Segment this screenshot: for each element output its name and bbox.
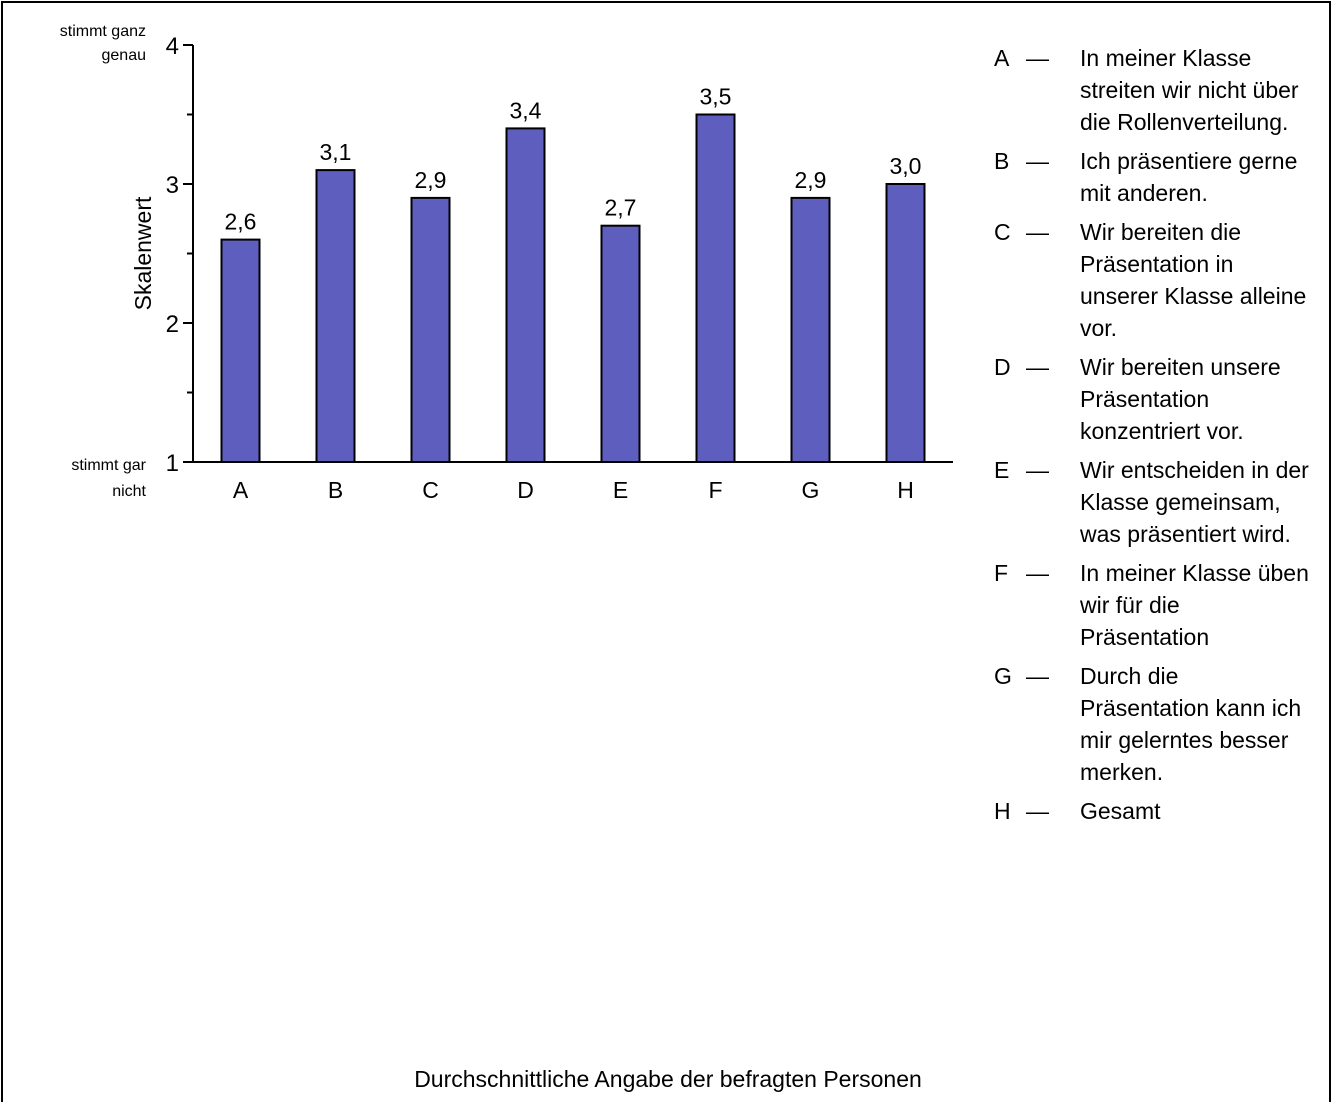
x-tick-label-E: E	[613, 477, 628, 503]
legend-text: Wir bereiten die Präsentation in unserer…	[1080, 219, 1307, 341]
labels: 1 2 3 4 Skalenwert stimmt ganz genau stimmt gar…	[60, 23, 922, 503]
bars	[220, 113, 926, 463]
data-label-C: 2,9	[415, 167, 447, 193]
bar-F	[695, 113, 736, 463]
bar-H	[885, 183, 926, 463]
legend-separator: —	[1026, 354, 1049, 380]
data-label-H: 3,0	[890, 153, 922, 179]
bar-chart: 1 2 3 4 Skalenwert stimmt ganz genau stimmt gar…	[60, 23, 953, 503]
legend-text: Durch die Präsentation kann ich mir gele…	[1080, 663, 1302, 785]
y-top-anchor-label: stimmt ganz genau	[60, 23, 146, 64]
y-tick-label: 3	[166, 172, 179, 199]
x-tick-label-G: G	[802, 477, 820, 503]
data-label-E: 2,7	[605, 195, 637, 221]
legend: A — In meiner Klasse streiten wir nicht üb…	[994, 42, 1324, 834]
data-label-D: 3,4	[510, 97, 542, 123]
legend-text: In meiner Klasse streiten wir nicht über…	[1080, 45, 1299, 135]
legend-text: Wir bereiten unsere Präsentation konzent…	[1080, 354, 1281, 444]
x-tick-label-B: B	[328, 477, 343, 503]
data-label-F: 3,5	[700, 84, 732, 110]
legend-item: E — Wir entscheiden in der Klasse gemeinsa…	[994, 454, 1324, 550]
bar-C	[410, 196, 451, 463]
x-tick-label-H: H	[897, 477, 914, 503]
axes	[183, 44, 953, 463]
legend-item: B — Ich präsentiere gerne mit anderen.	[994, 145, 1324, 209]
legend-item: A — In meiner Klasse streiten wir nicht üb…	[994, 42, 1324, 138]
legend-item: D — Wir bereiten unsere Präsentation konze…	[994, 351, 1324, 447]
bar-D	[505, 127, 546, 463]
y-bottom-anchor-label: stimmt gar nicht	[71, 457, 146, 500]
y-tick-label: 1	[166, 450, 179, 477]
bar-A	[220, 238, 261, 463]
legend-separator: —	[1026, 219, 1049, 245]
legend-separator: —	[1026, 560, 1049, 586]
legend-key: G	[994, 663, 1012, 689]
legend-key: B	[994, 148, 1010, 174]
legend-item: G — Durch die Präsentation kann ich mir ge…	[994, 660, 1324, 788]
y-axis-label: Skalenwert	[130, 196, 156, 310]
x-tick-label-F: F	[708, 477, 722, 503]
legend-separator: —	[1026, 798, 1049, 824]
legend-separator: —	[1026, 45, 1049, 71]
x-tick-label-C: C	[422, 477, 439, 503]
legend-separator: —	[1026, 663, 1049, 689]
legend-key: E	[994, 457, 1010, 483]
legend-key: H	[994, 798, 1011, 824]
data-label-A: 2,6	[225, 209, 257, 235]
data-label-B: 3,1	[320, 139, 352, 165]
y-tick-label: 4	[166, 33, 179, 60]
legend-item: H — Gesamt	[994, 795, 1324, 827]
legend-key: A	[994, 45, 1010, 71]
legend-text: Wir entscheiden in der Klasse gemeinsam,…	[1080, 457, 1309, 547]
y-tick-label: 2	[166, 311, 179, 338]
legend-text: In meiner Klasse üben wir für die Präsen…	[1080, 560, 1309, 650]
bar-E	[600, 224, 641, 463]
bar-B	[315, 169, 356, 463]
legend-separator: —	[1026, 457, 1049, 483]
legend-text: Gesamt	[1080, 798, 1161, 824]
legend-item: F — In meiner Klasse üben wir für die Präs…	[994, 557, 1324, 653]
legend-item: C — Wir bereiten die Präsentation in unser…	[994, 216, 1324, 344]
x-tick-label-A: A	[233, 477, 249, 503]
legend-key: C	[994, 219, 1011, 245]
bar-G	[790, 196, 831, 463]
x-tick-label-D: D	[517, 477, 534, 503]
legend-separator: —	[1026, 148, 1049, 174]
x-axis-caption: Durchschnittliche Angabe der befragten P…	[414, 1066, 922, 1092]
data-label-G: 2,9	[795, 167, 827, 193]
legend-key: D	[994, 354, 1011, 380]
legend-text: Ich präsentiere gerne mit anderen.	[1080, 148, 1298, 206]
legend-key: F	[994, 560, 1009, 586]
